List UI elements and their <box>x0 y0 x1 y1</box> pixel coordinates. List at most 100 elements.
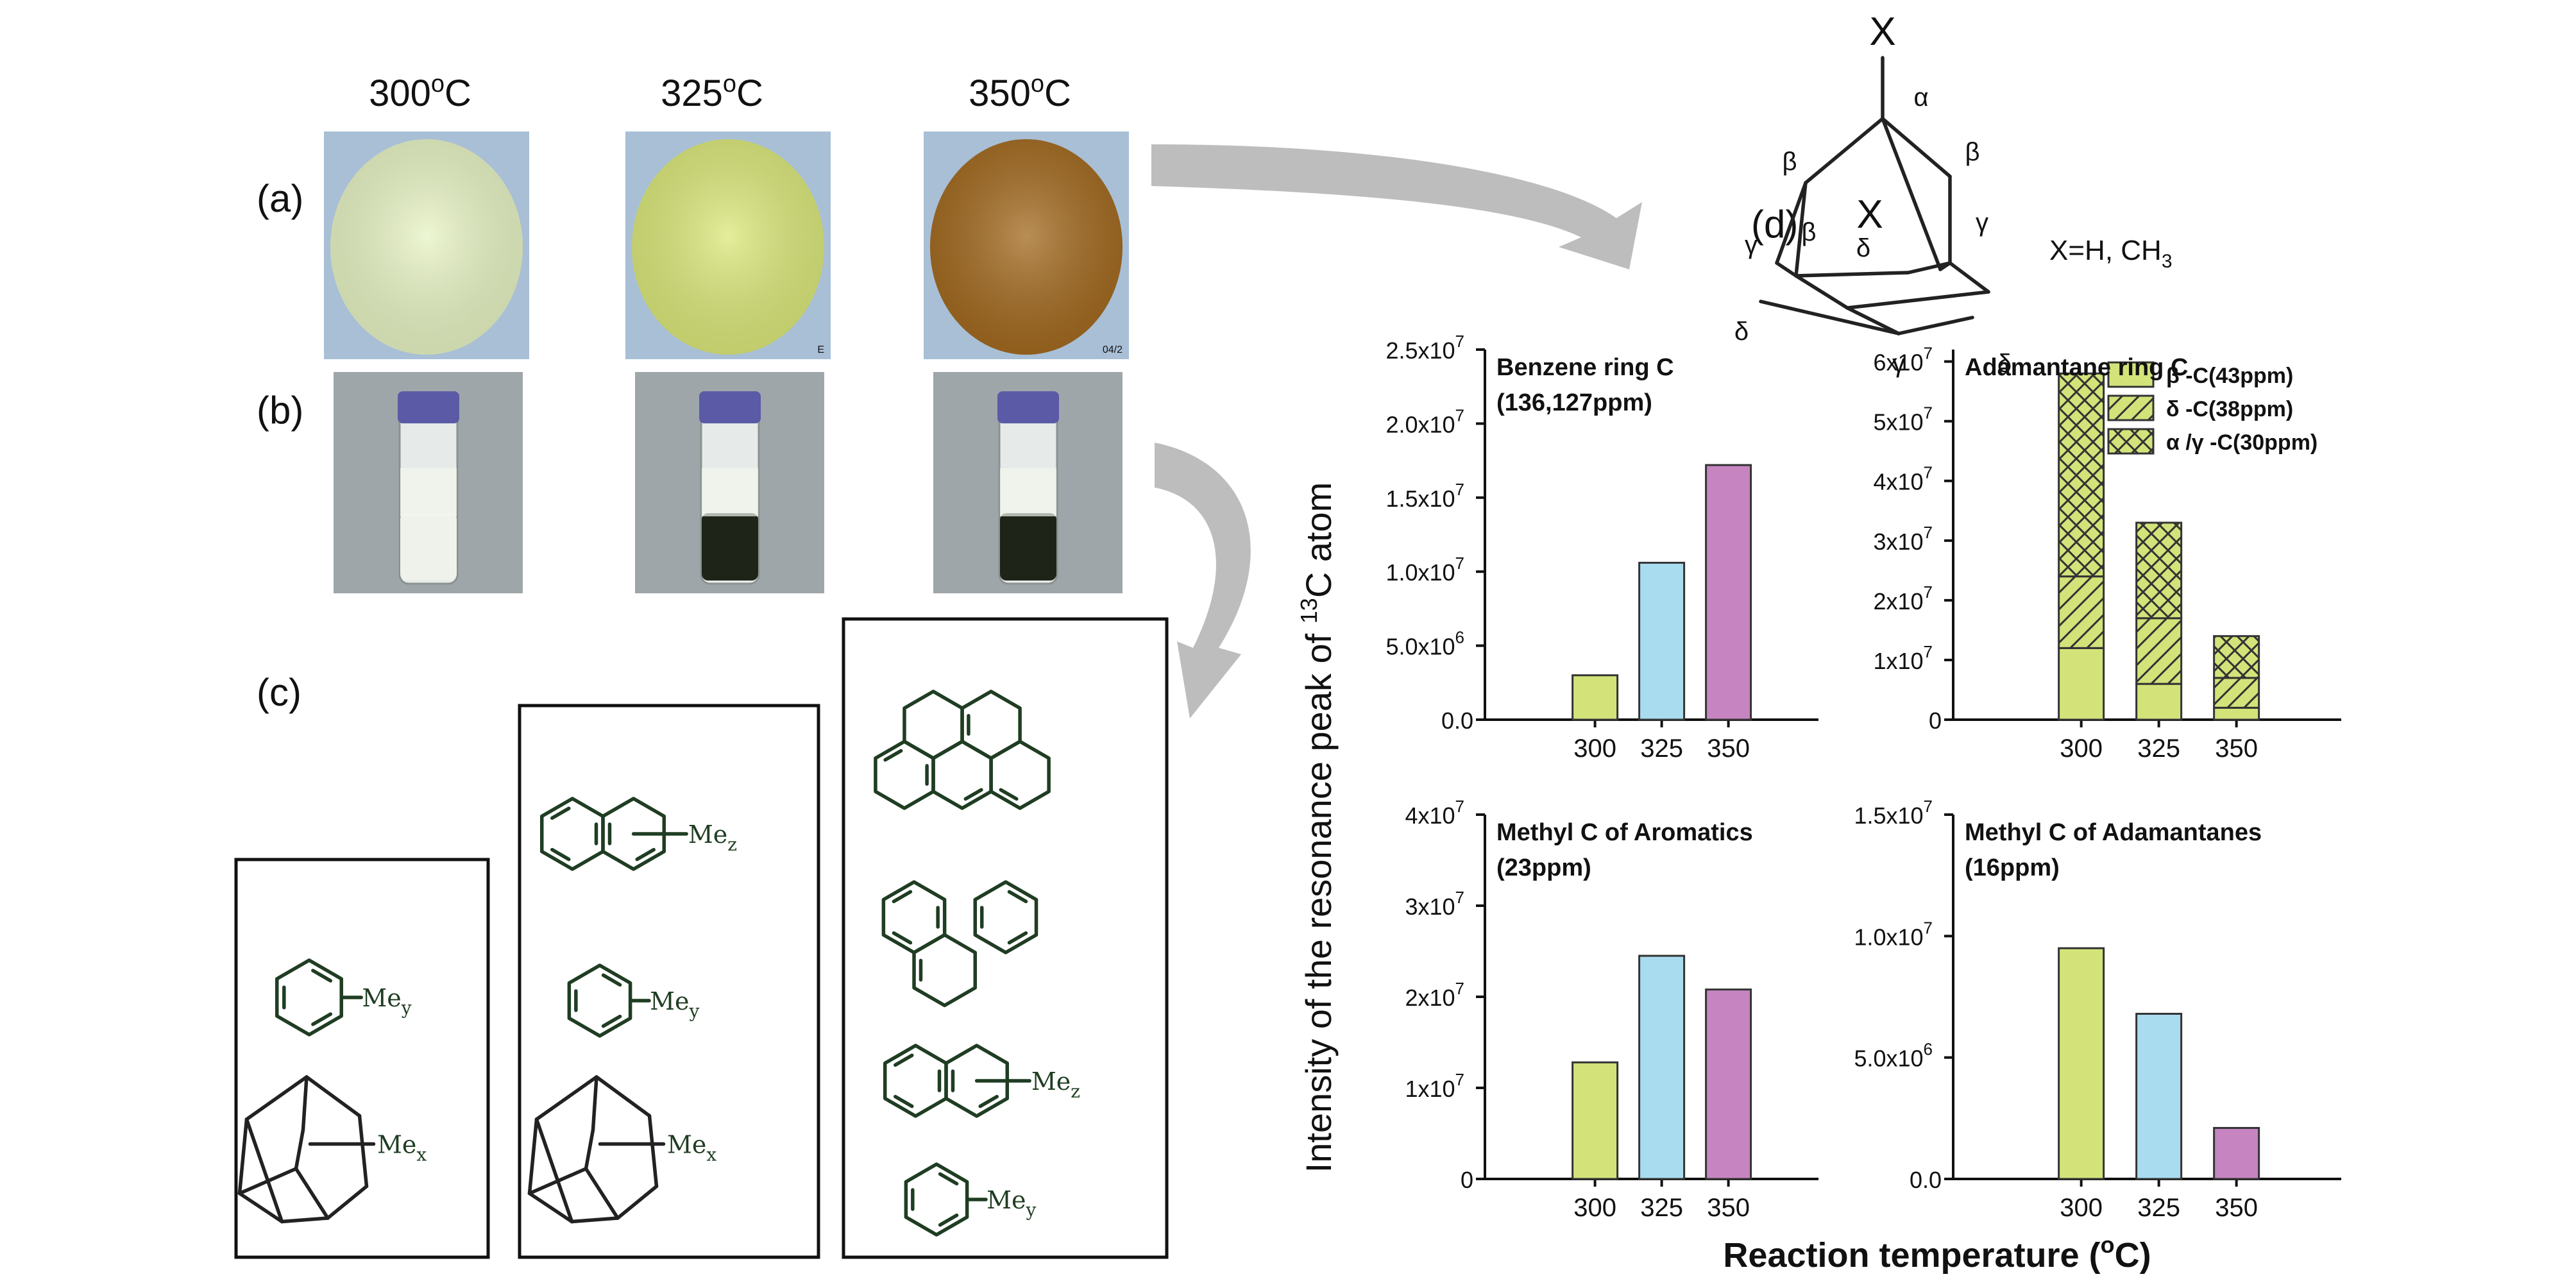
bar-300 <box>2058 947 2105 1180</box>
chart-3: 0 1x107 2x107 3x107 4x107 300 325 350 Methyl C o… <box>1405 797 1818 1222</box>
methyl-label: Mez <box>688 820 737 855</box>
y-tick-label: 1.0x107 <box>1854 918 1933 950</box>
double-bond <box>892 890 913 904</box>
bond <box>326 1184 369 1220</box>
bond <box>527 1191 574 1224</box>
x-tick-label: 350 <box>1707 734 1750 763</box>
chart-title: Methyl C of Adamantanes <box>1965 819 2262 846</box>
x-tick-label: 300 <box>1573 734 1616 763</box>
y-tick-label: 1.5x107 <box>1854 797 1933 829</box>
double-bond <box>550 847 571 861</box>
y-tick-label: 0 <box>1929 708 1942 734</box>
double-bond <box>601 973 622 987</box>
double-bond <box>978 1094 999 1108</box>
methyl-label: Mey <box>650 987 699 1022</box>
chart-subtitle: (136,127ppm) <box>1496 389 1652 416</box>
photo-mark: 04/2 <box>1103 344 1123 355</box>
bond <box>591 1075 598 1132</box>
double-bond <box>999 788 1019 801</box>
pyrene-structure <box>874 690 1051 810</box>
x-tick-label: 300 <box>2060 734 2103 763</box>
substituent-label: X=H, CH3 <box>2049 235 2173 272</box>
y-tick-label: 0.0 <box>1910 1167 1942 1193</box>
beta-label: β <box>1801 218 1816 246</box>
double-bond <box>311 1012 333 1026</box>
x-tick-label: 300 <box>1573 1194 1616 1222</box>
bond <box>244 1075 309 1121</box>
bond <box>1804 117 1885 185</box>
curved-arrow-to-c <box>1155 443 1251 718</box>
vial-photos <box>334 372 1123 593</box>
structure-box-350 <box>842 617 1169 1259</box>
curved-arrow-to-d <box>1151 144 1642 269</box>
vial-headspace <box>702 468 758 516</box>
beta-label: β <box>1782 148 1797 176</box>
methyl-label: Mex <box>377 1131 427 1165</box>
y-tick-label: 5.0x106 <box>1385 628 1464 660</box>
vial-cap <box>997 391 1059 423</box>
y-tick-label: 5.0x106 <box>1854 1040 1933 1072</box>
bond <box>647 1114 659 1189</box>
x-bond-left <box>1759 300 1901 335</box>
gamma-label: γ <box>1745 231 1758 259</box>
powder-photos: E 04/2 <box>324 131 1129 359</box>
y-tick-label: 0.0 <box>1441 708 1473 734</box>
y-tick-label: 5x107 <box>1873 403 1933 436</box>
double-bond <box>1007 890 1028 904</box>
methyl-label: Mey <box>362 984 411 1019</box>
x-tick-label: 325 <box>1640 1194 1683 1222</box>
y-tick-label: 0 <box>1461 1167 1473 1193</box>
x-tick-label: 350 <box>2215 734 2258 763</box>
methyladamantane-structure: Mex <box>237 1075 427 1224</box>
legend-swatch <box>2107 428 2155 455</box>
chart-2: 0 1x107 2x107 3x107 4x107 5x107 6x107 300 325 350… <box>1873 344 2341 763</box>
bond <box>1775 181 1808 265</box>
toluene-structure: Mey <box>567 963 700 1038</box>
chart-subtitle: (23ppm) <box>1496 854 1591 881</box>
double-bond <box>963 788 983 801</box>
bar-325-seg1 <box>2135 682 2183 721</box>
bar-325 <box>1638 954 1686 1180</box>
vial-liquid <box>1000 513 1056 580</box>
legend-entry: α /γ -C(30ppm) <box>2166 430 2318 455</box>
legend-entry: β -C(43ppm) <box>2166 364 2293 388</box>
y-tick-label: 2x107 <box>1873 582 1933 614</box>
double-bond <box>938 1213 959 1227</box>
legend-entry: δ -C(38ppm) <box>2166 397 2293 421</box>
benzene-ring <box>275 958 343 1037</box>
bond <box>1906 261 1952 275</box>
chart-4: 0.0 5.0x106 1.0x107 1.5x107 300 325 350 Methyl … <box>1854 797 2341 1222</box>
panel-label-c: (c) <box>257 671 301 714</box>
y-tick-label: 4x107 <box>1405 797 1464 829</box>
x-label-left: X <box>1856 192 1883 237</box>
bond <box>305 1075 362 1118</box>
chart-title: Benzene ring C <box>1496 354 1674 381</box>
bar-350-seg2 <box>2213 677 2260 709</box>
bond <box>301 1075 309 1132</box>
powder-shade <box>930 139 1123 355</box>
double-bond <box>601 1014 622 1028</box>
double-bond <box>894 1094 914 1108</box>
bar-300-seg3 <box>2058 372 2105 578</box>
bond <box>1794 274 1849 310</box>
bond <box>1794 271 1910 278</box>
y-tick-label: 1x107 <box>1405 1070 1464 1102</box>
bond <box>294 1167 330 1220</box>
bar-300-seg1 <box>2058 647 2105 721</box>
bond <box>237 1117 249 1196</box>
bond <box>244 1117 284 1224</box>
bar-350 <box>1705 464 1752 721</box>
chart-subtitle: (16ppm) <box>1965 854 2060 881</box>
bond <box>1881 117 1942 271</box>
photo-mark: E <box>817 344 824 355</box>
y-tick-label: 1.0x107 <box>1385 554 1464 586</box>
bond <box>527 1117 539 1196</box>
double-bond <box>635 847 656 861</box>
x-tick-label: 325 <box>2137 1194 2180 1222</box>
y-tick-label: 2.5x107 <box>1385 332 1464 364</box>
chart-title: Methyl C of Aromatics <box>1496 819 1753 846</box>
methylnaphthalene-structure: Mez <box>883 1044 1080 1118</box>
bond <box>294 1128 305 1171</box>
methylnaphthalene-structure: Mez <box>539 797 737 871</box>
